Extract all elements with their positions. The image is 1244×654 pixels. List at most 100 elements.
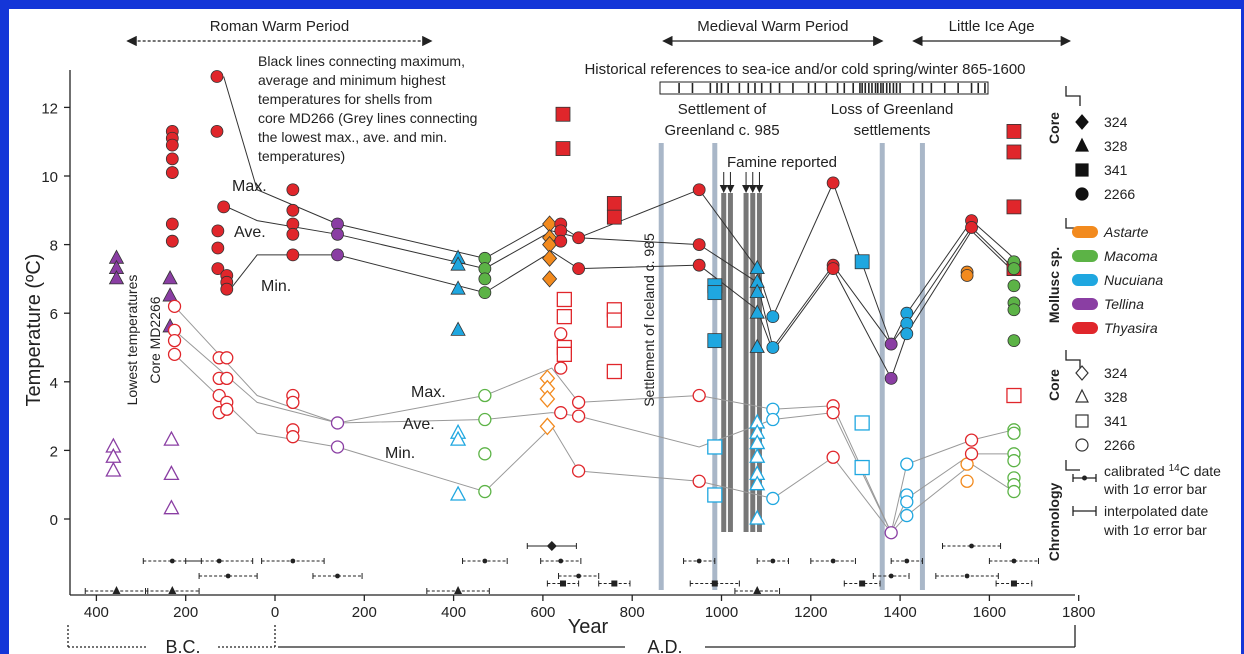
data-point (554, 406, 568, 420)
data-point (884, 526, 898, 540)
data-point (1007, 426, 1021, 440)
chronology-marker (1010, 580, 1017, 587)
data-point (108, 270, 125, 285)
data-point (692, 238, 706, 252)
data-point (478, 388, 492, 403)
period-label-roman: Roman Warm Period (210, 18, 349, 35)
x-tick-label: 400 (441, 604, 466, 621)
legend-title-core-filled: Core (1046, 112, 1062, 144)
legend-marker (1075, 438, 1089, 452)
data-point (1007, 279, 1021, 293)
series-line (229, 230, 1015, 380)
data-point (217, 200, 231, 214)
note-line: core MD266 (Grey lines connecting (258, 110, 477, 126)
data-point (555, 141, 571, 156)
legend-label: Nucuiana (1104, 272, 1163, 288)
chronology-marker (482, 558, 488, 564)
x-tick-label: 0 (271, 604, 279, 621)
famine-arrows (719, 172, 764, 193)
chronology-marker (168, 586, 177, 594)
data-point (330, 440, 345, 454)
legend-label: 2266 (1104, 437, 1135, 453)
data-point (211, 262, 225, 276)
data-point (478, 272, 492, 286)
chronology-marker (611, 580, 618, 587)
chronology-marker (964, 573, 970, 579)
data-point (220, 402, 234, 416)
data-point (606, 209, 622, 225)
legend-calibrated-marker (1082, 475, 1087, 481)
label-ave-low: Ave. (403, 416, 435, 433)
data-point (960, 474, 974, 488)
label-iceland: Settlement of Iceland c. 985 (641, 233, 657, 407)
legend-label: 341 (1104, 162, 1128, 178)
data-point (572, 262, 586, 276)
data-point (965, 221, 978, 234)
data-point (165, 166, 179, 179)
data-point (1006, 124, 1022, 139)
data-point (749, 283, 765, 299)
legend-label: 2266 (1104, 186, 1135, 202)
chronology-marker (454, 586, 463, 594)
label-greenland-settlement: Settlement of (678, 101, 767, 118)
data-point (1006, 199, 1022, 215)
chronology-error-bars (84, 541, 1040, 594)
x-tick-label: 1000 (705, 604, 738, 621)
label-min-low: Min. (385, 445, 415, 462)
data-point (707, 439, 723, 455)
data-point (165, 234, 179, 248)
x-tick-label: 400 (84, 604, 109, 621)
data-point (542, 270, 558, 288)
era-bc-label: B.C. (165, 637, 200, 654)
data-point (165, 138, 179, 152)
note-line: temperatures) (258, 148, 345, 164)
legend-marker (1075, 137, 1089, 152)
legend-interpolated-label-2: with 1σ error bar (1103, 522, 1207, 538)
data-point (478, 484, 492, 499)
data-point (555, 106, 571, 122)
label-max-low: Max. (411, 384, 446, 401)
data-point (330, 416, 345, 430)
chronology-marker (225, 573, 231, 579)
label-ave-high: Ave. (234, 224, 266, 241)
data-point (1006, 387, 1022, 404)
data-point (1007, 334, 1021, 348)
historical-reference-label: Historical references to sea-ice and/or … (584, 61, 1025, 78)
data-point (606, 196, 622, 211)
historical-reference-bar (659, 81, 989, 95)
x-tick-label: 200 (173, 604, 198, 621)
chronology-marker (711, 580, 718, 587)
period-label-medieval: Medieval Warm Period (697, 18, 848, 35)
y-tick-label: 4 (50, 375, 58, 392)
x-axis: 400 200 0 200 400 600 800 1000 1200 1400 1600 1800 (70, 594, 1095, 621)
data-point (900, 327, 914, 341)
chronology-marker (1011, 558, 1017, 564)
legend-label: 324 (1104, 365, 1128, 381)
data-point (749, 447, 766, 463)
legend-swatch (1072, 322, 1098, 334)
label-core-md: Core MD2266 (147, 296, 163, 383)
data-point (749, 304, 765, 319)
legend-calibrated-label: calibrated 14C date (1104, 463, 1221, 479)
legend-marker (1075, 114, 1089, 130)
x-tick-label: 1800 (1062, 604, 1095, 621)
data-point (220, 371, 234, 386)
data-point (1007, 484, 1021, 499)
y-tick-label: 6 (50, 306, 58, 323)
data-point (707, 333, 723, 349)
data-point (692, 474, 706, 488)
legend-swatch (1072, 298, 1098, 310)
data-point (854, 459, 870, 476)
data-point (449, 430, 467, 446)
legend-marker (1075, 414, 1089, 428)
note-line: average and minimum highest (258, 72, 446, 88)
data-point (554, 327, 568, 341)
data-point (165, 152, 179, 166)
chronology-marker (546, 541, 557, 551)
chronology-marker (904, 558, 910, 564)
data-point (165, 217, 179, 231)
legend-label: 328 (1104, 389, 1128, 405)
chronology-marker (558, 558, 564, 564)
